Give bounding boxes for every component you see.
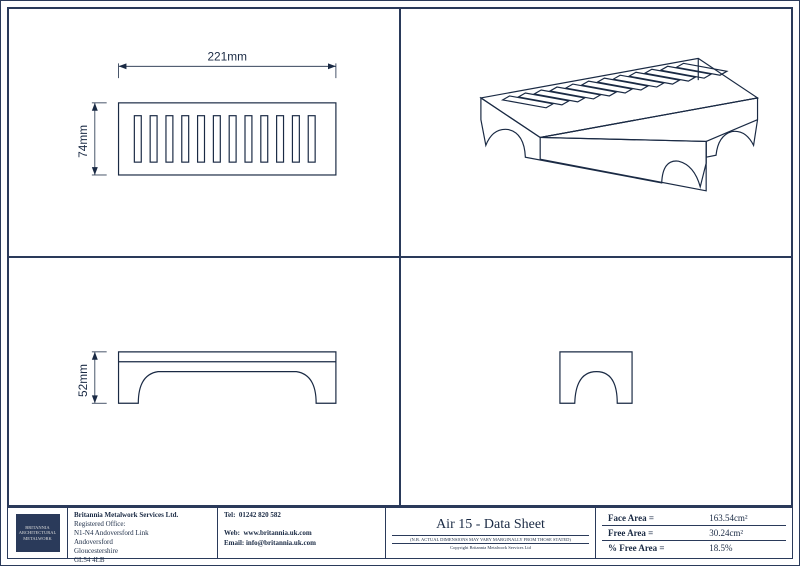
drawing-sheet: 221mm 74mm	[0, 0, 800, 566]
sheet-copyright: Copyright Britannia Metalwork Services L…	[392, 544, 589, 550]
top-view-svg: 221mm 74mm	[9, 9, 399, 256]
logo: BRITANNIA ARCHITECTURAL METALWORK	[16, 514, 60, 552]
dim-height: 52mm	[76, 352, 107, 403]
area-table: Face Area = 163.54cm² Free Area = 30.24c…	[602, 511, 786, 555]
iso-svg	[401, 9, 791, 256]
company-addr3: Gloucestershire	[74, 547, 211, 556]
sheet-title: Air 15 - Data Sheet	[392, 517, 589, 533]
sheet-disclaimer: (N.B. ACTUAL DIMENSIONS MAY VARY MARGINA…	[392, 535, 589, 544]
company-addr1: N1-N4 Andoversford Link	[74, 529, 211, 538]
front-svg: 52mm	[9, 258, 399, 505]
front-outline	[119, 352, 336, 403]
dim-width: 221mm	[119, 49, 336, 78]
side-svg	[401, 258, 791, 505]
logo-text: BRITANNIA ARCHITECTURAL METALWORK	[16, 525, 60, 541]
drawing-area: 221mm 74mm	[7, 7, 793, 507]
email-label: Email:	[224, 539, 244, 547]
iso-part	[481, 58, 758, 190]
company-addr2: Andoversford	[74, 538, 211, 547]
top-outline	[119, 103, 336, 175]
free-area-label: Free Area =	[602, 525, 703, 540]
dim-width-label: 221mm	[207, 49, 247, 63]
free-area-value: 30.24cm²	[703, 525, 786, 540]
dim-depth-label: 74mm	[76, 125, 90, 158]
dim-height-label: 52mm	[76, 364, 90, 397]
face-area-label: Face Area =	[602, 511, 703, 525]
view-front-elevation: 52mm	[8, 257, 400, 506]
contact-cell: Tel: 01242 820 582 Web: www.britannia.uk…	[218, 508, 386, 558]
tel-value: 01242 820 582	[239, 511, 281, 519]
title-cell: Air 15 - Data Sheet (N.B. ACTUAL DIMENSI…	[386, 508, 596, 558]
area-cell: Face Area = 163.54cm² Free Area = 30.24c…	[596, 508, 792, 558]
view-top-plan: 221mm 74mm	[8, 8, 400, 257]
logo-cell: BRITANNIA ARCHITECTURAL METALWORK	[8, 508, 68, 558]
company-office-label: Registered Office:	[74, 520, 211, 529]
company-addr4: GL54 4LB	[74, 556, 211, 565]
company-name: Britannia Metalwork Services Ltd.	[74, 511, 211, 520]
web-value: www.britannia.uk.com	[243, 529, 311, 537]
top-slots	[134, 116, 315, 162]
dim-depth: 74mm	[76, 103, 107, 175]
email-value: info@britannia.uk.com	[246, 539, 316, 547]
view-side-elevation	[400, 257, 792, 506]
tel-label: Tel:	[224, 511, 235, 519]
face-area-value: 163.54cm²	[703, 511, 786, 525]
company-cell: Britannia Metalwork Services Ltd. Regist…	[68, 508, 218, 558]
web-label: Web:	[224, 529, 240, 537]
pct-free-label: % Free Area =	[602, 541, 703, 555]
view-isometric	[400, 8, 792, 257]
side-outline	[560, 352, 632, 403]
pct-free-value: 18.5%	[703, 541, 786, 555]
title-block: BRITANNIA ARCHITECTURAL METALWORK Britan…	[7, 507, 793, 559]
